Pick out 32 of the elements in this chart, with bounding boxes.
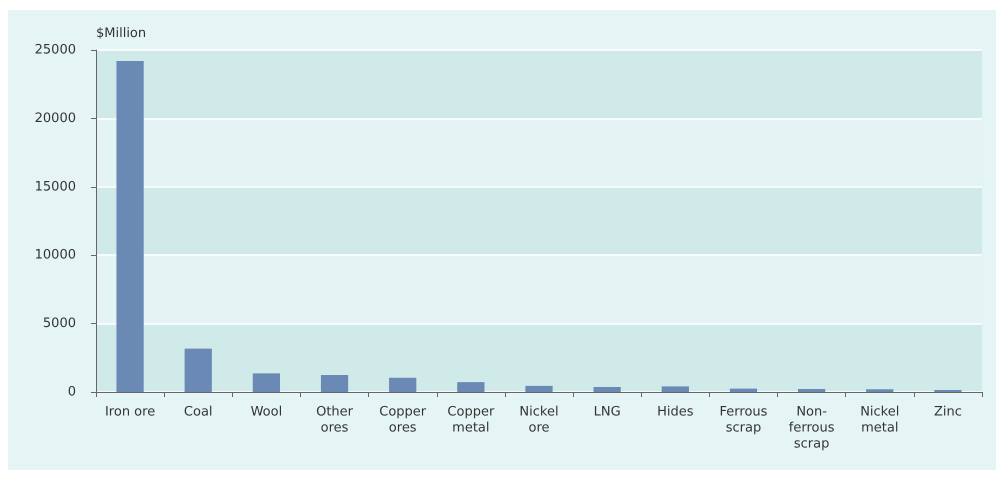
- x-tick-label: Copper metal: [447, 404, 495, 436]
- x-tick-label: Iron ore: [104, 404, 156, 420]
- x-tick-label: Other ores: [316, 404, 354, 436]
- y-tick-label: 20000: [34, 110, 76, 126]
- bar: [662, 386, 689, 392]
- bar: [594, 386, 621, 392]
- bar: [184, 348, 212, 392]
- bar: [116, 60, 144, 392]
- bar: [798, 388, 826, 392]
- bar: [320, 375, 348, 392]
- x-tick-label: LNG: [594, 404, 621, 420]
- x-tick-label: Hides: [657, 404, 694, 420]
- x-tick-label: Coal: [184, 404, 213, 420]
- bar: [389, 378, 416, 392]
- y-axis-title: $Million: [96, 26, 146, 41]
- bar: [252, 373, 280, 392]
- y-tick-label: 0: [68, 384, 76, 400]
- x-tick-label: Wool: [250, 404, 282, 420]
- x-tick-label: Ferrous scrap: [720, 404, 768, 436]
- y-tick-label: 5000: [42, 316, 76, 332]
- bar: [457, 382, 484, 392]
- x-tick-label: Non-ferrous scrap: [788, 404, 835, 452]
- x-tick-label: Copper ores: [379, 404, 427, 436]
- bar: [525, 386, 553, 392]
- bar: [866, 389, 894, 392]
- y-tick-label: 15000: [34, 179, 76, 194]
- y-tick-label: 25000: [34, 42, 76, 58]
- bar: [730, 388, 758, 392]
- x-tick-label: Nickel ore: [519, 404, 559, 436]
- x-tick-label: Nickel metal: [860, 404, 900, 436]
- y-tick-label: 10000: [34, 248, 76, 263]
- x-tick-label: Zinc: [934, 404, 962, 420]
